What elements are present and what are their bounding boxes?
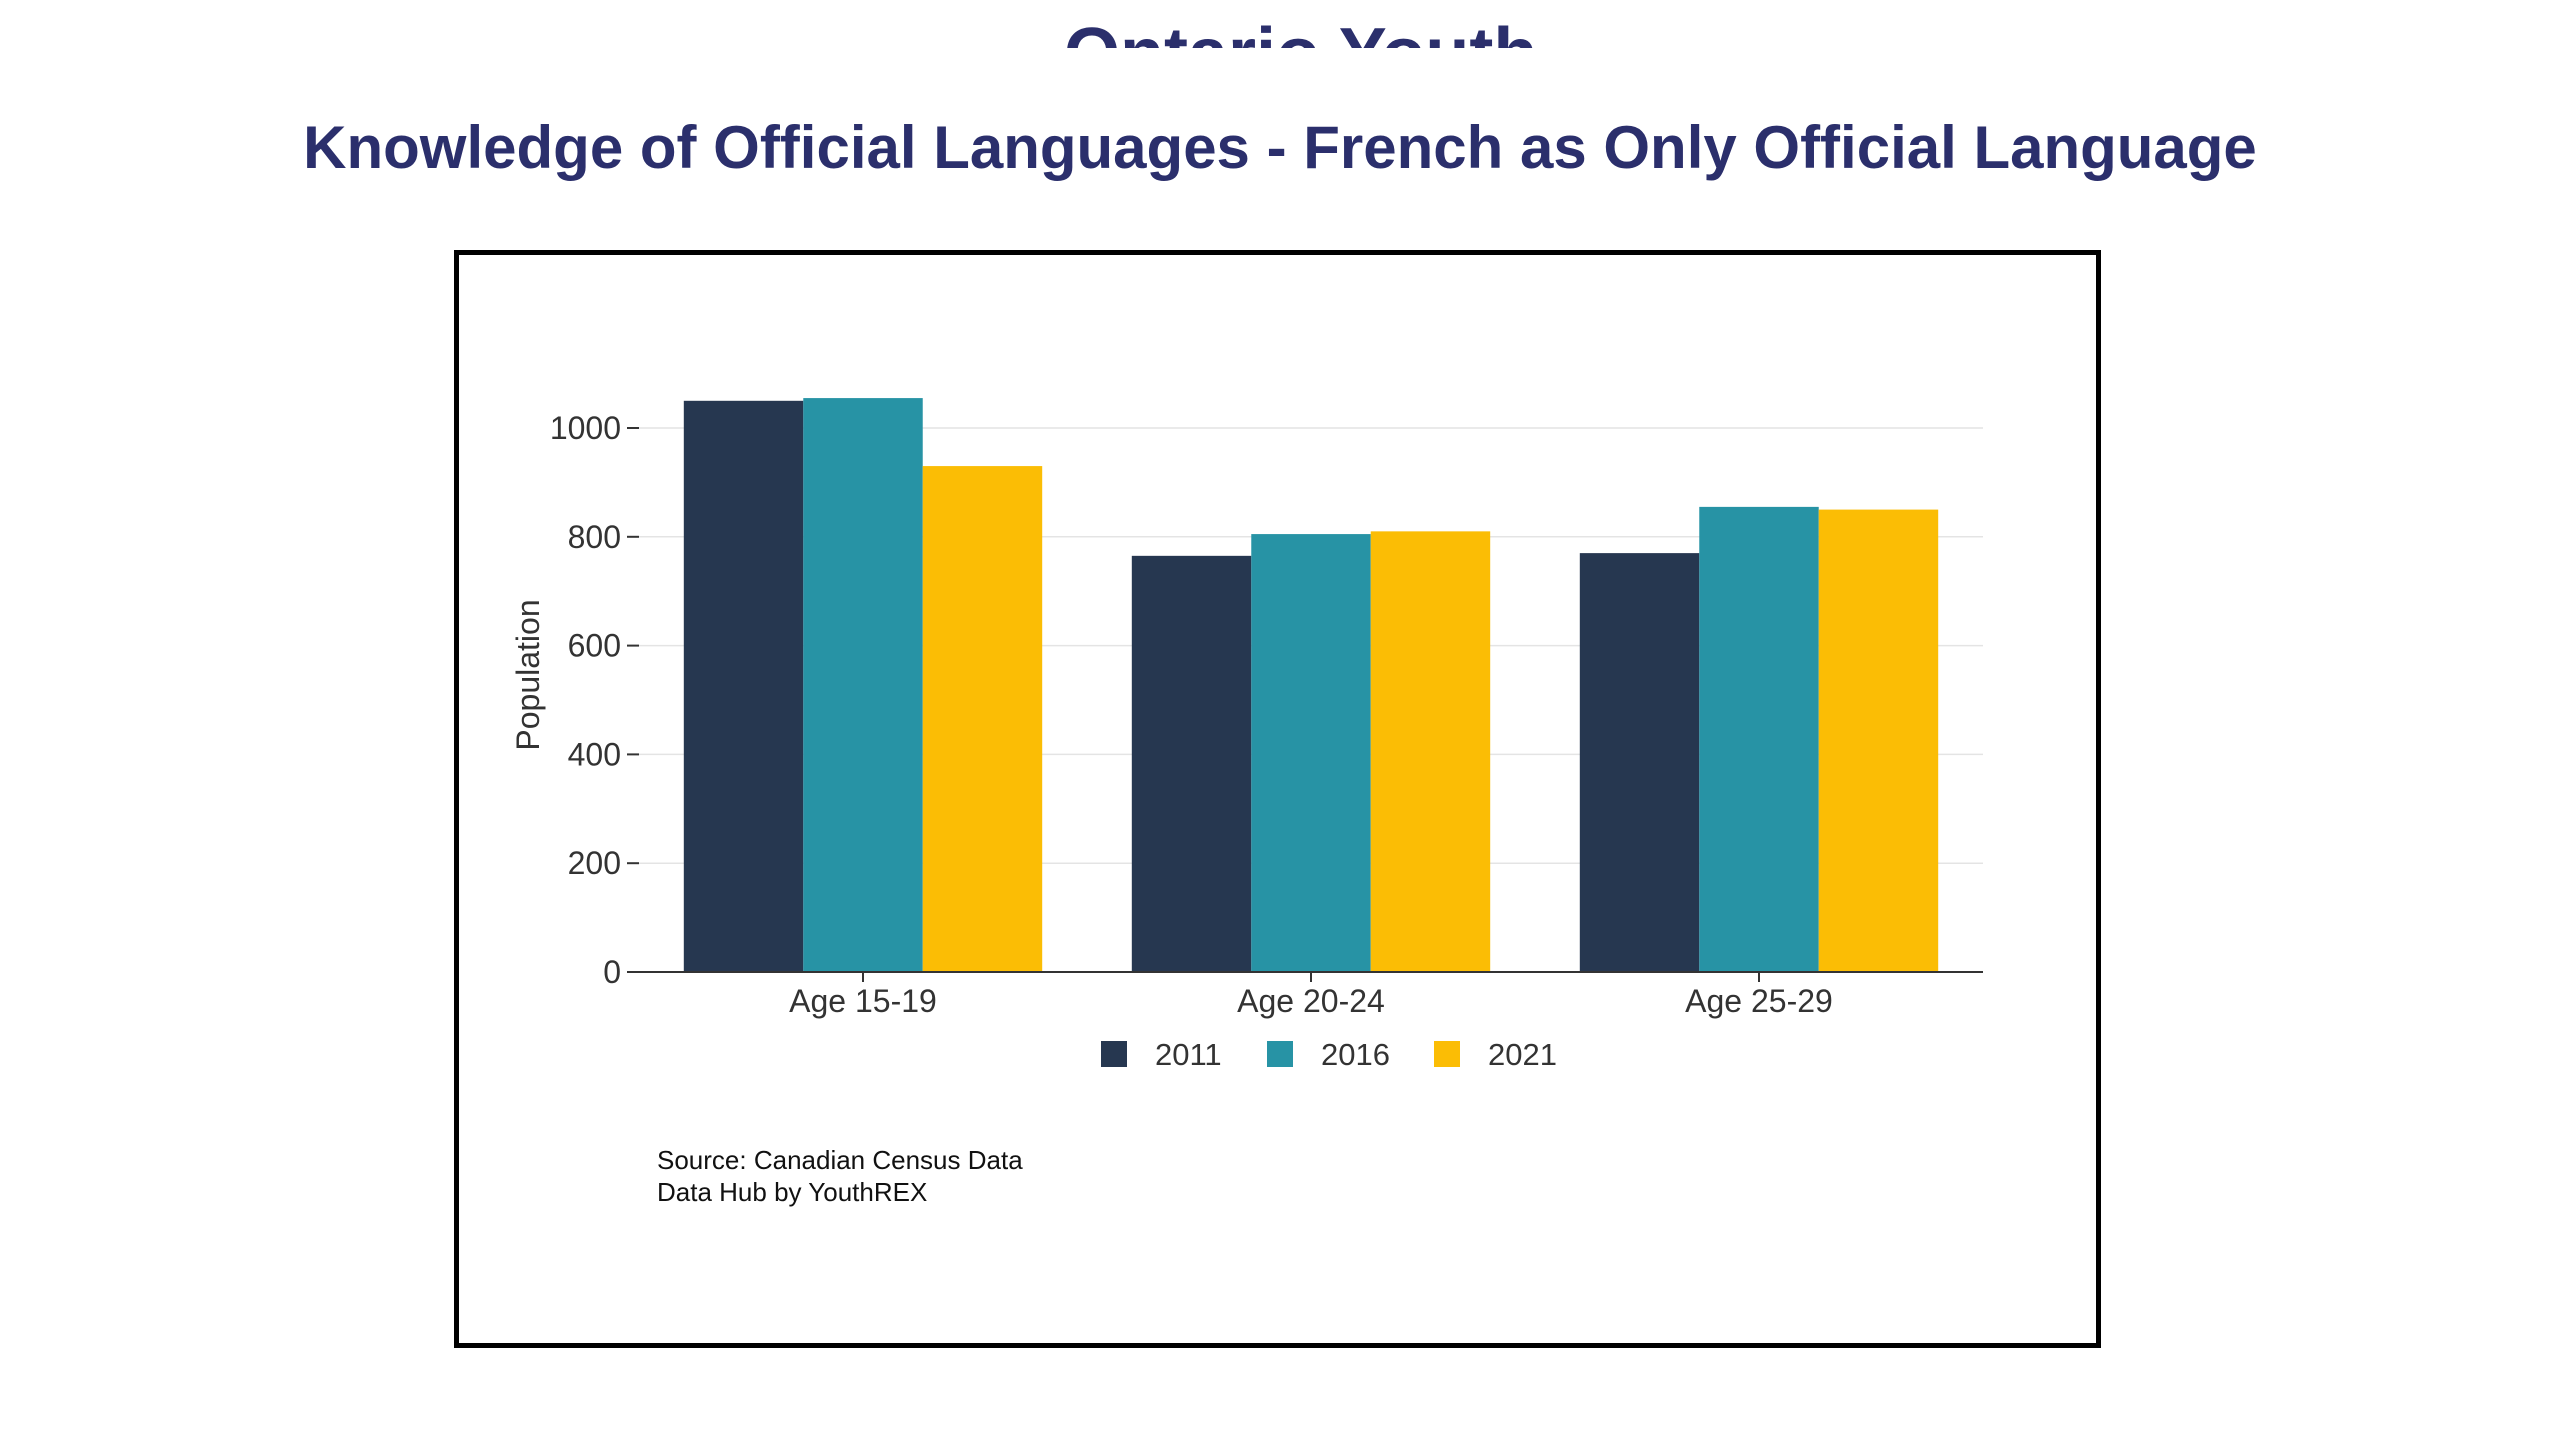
legend-swatch-2011 — [1101, 1041, 1127, 1067]
bar-2021-3 — [1818, 509, 1939, 972]
legend-label-2021: 2021 — [1488, 1037, 1557, 1072]
legend-swatch-2016 — [1267, 1041, 1293, 1067]
legend: 2011 2016 2021 — [1101, 1037, 1557, 1072]
bar-2011-3 — [1579, 553, 1700, 972]
x-tick-label: Age 25-29 — [1685, 983, 1833, 1019]
bar-2021-2 — [1370, 531, 1491, 972]
source-line: Data Hub by YouthREX — [657, 1177, 927, 1207]
axes: 0 200 400 600 800 1000 Age 15-19 Age 20-24 Age 2… — [550, 410, 1983, 1019]
bar-2011-2 — [1131, 555, 1252, 972]
bar-2016-3 — [1699, 506, 1819, 972]
page-title: Knowledge of Official Languages - French… — [303, 114, 2257, 181]
chart-frame: 0 200 400 600 800 1000 Age 15-19 Age 20-24 Age 2… — [454, 250, 2101, 1348]
y-tick-label: 1000 — [550, 410, 621, 446]
x-tick-label: Age 20-24 — [1237, 983, 1385, 1019]
legend-label-2016: 2016 — [1321, 1037, 1390, 1072]
legend-label-2011: 2011 — [1155, 1037, 1222, 1072]
bar-2016-1 — [803, 398, 923, 972]
bar-2011-1 — [683, 400, 804, 972]
y-tick-label: 600 — [568, 628, 621, 664]
bars — [683, 398, 1939, 972]
bar-2016-2 — [1251, 534, 1371, 972]
y-tick-label: 0 — [603, 954, 621, 990]
source-line: Source: Canadian Census Data — [657, 1145, 1023, 1175]
y-tick-label: 400 — [568, 736, 621, 772]
y-axis-label: Population — [510, 599, 546, 750]
y-tick-label: 800 — [568, 519, 621, 555]
clipped-heading-text: Ontario Youth — [1064, 18, 1537, 48]
chart: 0 200 400 600 800 1000 Age 15-19 Age 20-24 Age 2… — [510, 398, 1983, 1207]
y-tick-label: 200 — [568, 845, 621, 881]
bar-2021-1 — [922, 466, 1043, 972]
legend-swatch-2021 — [1434, 1041, 1460, 1067]
clipped-heading: Ontario Youth — [0, 0, 2560, 48]
x-tick-label: Age 15-19 — [789, 983, 937, 1019]
